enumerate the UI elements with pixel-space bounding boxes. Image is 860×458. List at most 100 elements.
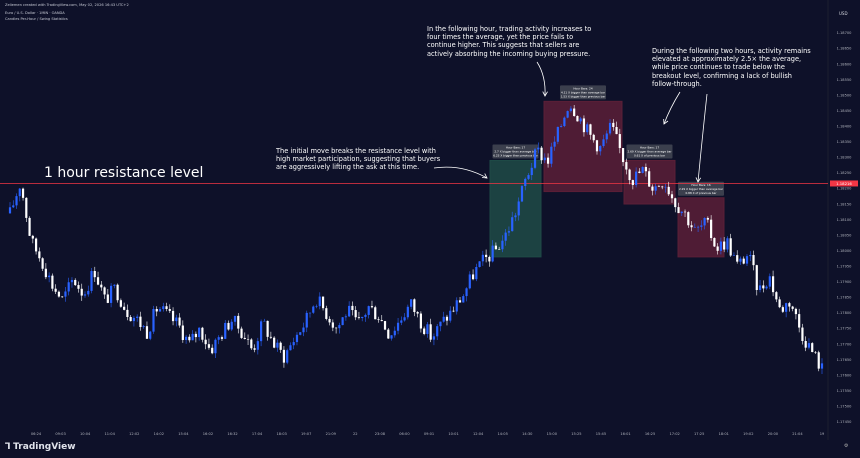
candle	[781, 307, 784, 312]
candle	[48, 275, 51, 278]
hour-stats-text: Hour Bars: 16	[691, 183, 710, 187]
time-axis-label: 17:04	[252, 432, 263, 436]
symbol-title[interactable]: Euro / U.S. Dollar · 1MIN · OANDA	[5, 11, 65, 15]
time-axis-label: 06:24	[31, 432, 42, 436]
candle	[70, 279, 74, 283]
candle	[364, 314, 367, 317]
candle	[579, 118, 582, 122]
candle	[149, 331, 152, 339]
candle	[527, 175, 530, 179]
candle	[511, 217, 514, 232]
time-axis-label: 09:03	[55, 432, 65, 436]
time-axis-label: 17:25	[694, 432, 704, 436]
candle	[171, 310, 175, 322]
candle	[331, 322, 334, 328]
candle	[729, 238, 732, 256]
candle	[57, 291, 61, 297]
time-axis-label: 18:01	[719, 432, 729, 436]
candle	[34, 238, 38, 252]
time-axis-label: 17:02	[669, 432, 679, 436]
currency-label[interactable]: USD	[839, 11, 848, 16]
candle	[811, 343, 814, 353]
candle	[61, 296, 64, 298]
hour-stats-label	[626, 144, 673, 159]
annotation-arrow	[433, 166, 488, 179]
indicator-title[interactable]: Candles Per-Hour / Swing Statistics	[5, 17, 68, 21]
time-axis-label: 15:00	[547, 432, 558, 436]
candle	[556, 126, 559, 142]
candle	[638, 171, 641, 173]
candle	[651, 186, 654, 191]
time-axis-label: 16:25	[645, 432, 655, 436]
candle	[214, 339, 217, 354]
tradingview-logo[interactable]: ⅂ TradingView	[5, 442, 76, 452]
price-axis-label: 1.18100	[837, 218, 853, 222]
time-axis-label: 14:02	[154, 432, 164, 436]
candle	[83, 294, 87, 296]
annotation-line: breakout level, confirming a lack of bul…	[652, 71, 792, 80]
annotation-line: four times the average, yet the price fa…	[427, 33, 574, 42]
candle	[429, 324, 432, 340]
candle	[406, 306, 409, 318]
time-axis-label: 14:05	[498, 432, 508, 436]
candle	[785, 303, 788, 312]
hour-stats-text: 6.23 X bigger than previous bar	[493, 153, 538, 157]
candle	[80, 288, 83, 296]
candle	[191, 333, 194, 341]
candle	[253, 348, 256, 350]
candle	[41, 258, 44, 269]
candle	[109, 285, 113, 303]
candle	[726, 238, 729, 250]
gear-icon[interactable]: ⚙	[844, 443, 849, 449]
candle	[475, 267, 478, 280]
candle	[732, 255, 736, 256]
candle	[674, 198, 677, 208]
candle	[494, 245, 497, 250]
candle	[204, 339, 207, 345]
candle	[520, 186, 524, 202]
hour-stats-text: Hour Bars: 17	[506, 145, 525, 149]
candle	[605, 133, 608, 140]
candle	[263, 320, 266, 322]
candle	[312, 306, 315, 313]
candle	[788, 303, 791, 307]
annotation-line: During the following two hours, activity…	[652, 47, 811, 55]
candle	[21, 188, 25, 198]
candle	[44, 268, 47, 278]
candle	[449, 310, 452, 321]
candle	[126, 309, 129, 318]
candle	[762, 285, 765, 289]
candle	[237, 315, 240, 329]
annotation-line: continue higher. This suggests that sell…	[427, 41, 580, 50]
candle	[452, 310, 455, 312]
candle	[612, 122, 615, 128]
candle	[12, 205, 15, 208]
resistance-label: 1 hour resistance level	[44, 165, 204, 181]
candle	[217, 337, 220, 340]
price-axis-label: 1.18350	[837, 140, 853, 144]
candle	[354, 310, 357, 318]
candle	[752, 255, 755, 266]
time-axis-label: 14:30	[522, 432, 533, 436]
candle	[432, 336, 436, 340]
candle	[478, 261, 481, 268]
hour-stats-text: 2.7 X bigger than average bar	[494, 149, 537, 153]
candle	[543, 157, 546, 161]
candle	[387, 329, 390, 339]
price-axis-label: 1.17450	[837, 420, 853, 424]
candle	[592, 134, 595, 141]
candle	[305, 312, 308, 328]
candle	[442, 316, 445, 322]
candle	[240, 328, 243, 338]
candle	[413, 299, 416, 313]
candle	[589, 124, 592, 135]
candle	[211, 347, 214, 354]
candle	[804, 340, 807, 348]
candle	[207, 344, 211, 348]
candle	[224, 322, 227, 339]
candle	[563, 117, 566, 127]
candle	[184, 336, 188, 340]
annotation-line: are aggressively lifting the ask at this…	[276, 163, 420, 172]
candle	[569, 108, 572, 112]
